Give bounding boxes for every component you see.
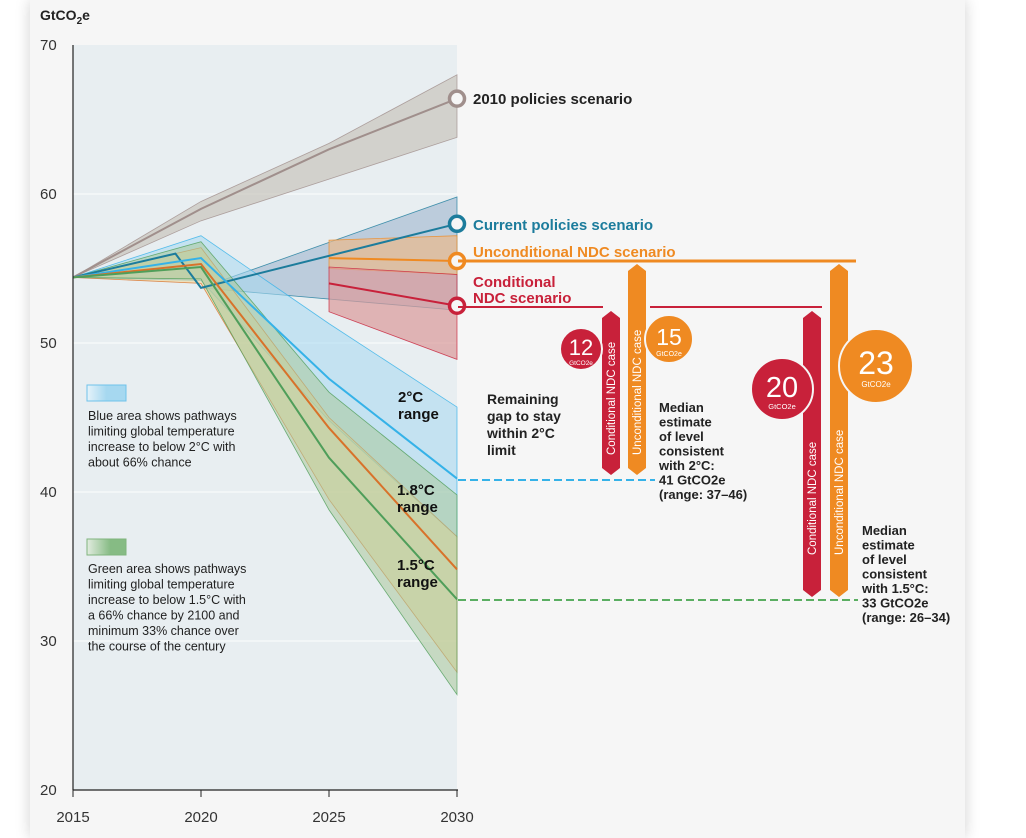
gap-bar-2c-conditional	[602, 311, 620, 475]
legend-swatch-blue	[86, 384, 127, 402]
two-c-median-note: with 2°C:	[658, 458, 715, 473]
two-c-median-note: estimate	[659, 415, 712, 430]
legend-swatch-green	[86, 538, 127, 556]
line-2-c-range	[72, 257, 458, 480]
legend-green-text: the course of the century	[88, 640, 226, 654]
y-tick-label: 60	[40, 186, 57, 203]
range-label: 1.8°C	[397, 482, 435, 499]
one-five-c-range: (range: 26–34)	[862, 610, 950, 625]
two-c-median-note: consistent	[659, 444, 725, 459]
gap-unit-15c-unconditional: GtCO2e	[861, 380, 891, 389]
band-conditional-ndc-scenario	[328, 266, 458, 360]
gap-value-2c-unconditional: 15	[656, 324, 682, 350]
legend-green-text: limiting global temperature	[88, 578, 235, 592]
label-2010-policies: 2010 policies scenario	[473, 91, 632, 108]
gap-bar-15c-unconditional-label: Unconditional NDC case	[834, 430, 846, 555]
gap-unit-2c-conditional: GtCO2e	[569, 360, 593, 367]
y-tick-label: 30	[40, 633, 57, 650]
line-conditional-ndc-scenario	[328, 282, 458, 307]
one-five-c-median-note: consistent	[862, 567, 928, 582]
label-current-policies: Current policies scenario	[473, 217, 653, 234]
x-tick-label: 2030	[440, 809, 473, 826]
two-c-median-value: 41 GtCO2e	[659, 473, 725, 488]
x-tick-label: 2025	[312, 809, 345, 826]
gap-value-15c-conditional: 20	[766, 372, 798, 404]
y-tick-label: 70	[40, 37, 57, 54]
legend-green-text: a 66% chance by 2100 and	[88, 609, 240, 623]
gap-circle-2c-unconditional	[644, 314, 694, 364]
legend-blue-text: increase to below 2°C with	[88, 440, 235, 454]
label-conditional-ndc-1: Conditional	[473, 274, 556, 291]
line-unconditional-ndc-scenario	[328, 257, 458, 263]
one-five-c-median-note: of level	[862, 552, 907, 567]
x-tick-label: 2020	[184, 809, 217, 826]
line-2010-policies-scenario	[72, 97, 458, 279]
y-axis-label: GtCO2e	[40, 7, 90, 27]
legend-blue-text: Blue area shows pathways	[88, 409, 237, 423]
band-1-5-c-range	[72, 241, 458, 696]
y-tick-label: 40	[40, 484, 57, 501]
gap-bar-2c-unconditional-label: Unconditional NDC case	[632, 330, 644, 455]
marker-conditional-ndc-scenario	[447, 296, 467, 315]
legend-green-text: Green area shows pathways	[88, 562, 246, 576]
two-c-range: (range: 37–46)	[659, 487, 747, 502]
remaining-gap-label: limit	[487, 442, 516, 458]
y-tick-label: 20	[40, 782, 57, 799]
gap-circle-15c-unconditional	[838, 328, 914, 404]
gap-value-15c-unconditional: 23	[858, 345, 894, 381]
one-five-c-median-value: 33 GtCO2e	[862, 596, 928, 611]
range-label: 2°C	[398, 389, 423, 406]
remaining-gap-label: within 2°C	[486, 425, 555, 441]
gap-bar-2c-conditional-label: Conditional NDC case	[606, 342, 618, 455]
remaining-gap-label: Remaining	[487, 391, 559, 407]
two-c-median-note: of level	[659, 429, 704, 444]
legend-blue-text: limiting global temperature	[88, 425, 235, 439]
label-unconditional-ndc: Unconditional NDC scenario	[473, 244, 676, 261]
gap-bar-2c-unconditional	[628, 264, 646, 475]
line-1-8-c-range	[72, 262, 458, 571]
one-five-c-median-note: Median	[862, 523, 907, 538]
line-1-5-c-range	[72, 265, 458, 600]
gap-unit-2c-unconditional: GtCO2e	[656, 351, 682, 358]
remaining-gap-label: gap to stay	[487, 408, 561, 424]
marker-current-policies-scenario	[447, 214, 467, 234]
two-c-median-note: Median	[659, 400, 704, 415]
range-label: range	[397, 499, 438, 516]
x-tick-label: 2015	[56, 809, 89, 826]
range-label: range	[397, 574, 438, 591]
legend-green-text: minimum 33% chance over	[88, 624, 239, 638]
gap-circle-2c-conditional	[559, 327, 603, 371]
one-five-c-median-note: estimate	[862, 538, 915, 553]
range-label: 1.5°C	[397, 557, 435, 574]
gap-unit-15c-conditional: GtCO2e	[768, 402, 796, 411]
gap-value-2c-conditional: 12	[569, 335, 593, 360]
legend-green-text: increase to below 1.5°C with	[88, 593, 246, 607]
marker-2010-policies-scenario	[447, 89, 467, 108]
gap-bar-15c-conditional-label: Conditional NDC case	[807, 442, 819, 555]
range-label: range	[398, 406, 439, 423]
gap-circle-15c-conditional	[750, 357, 814, 421]
y-tick-label: 50	[40, 335, 57, 352]
one-five-c-median-note: with 1.5°C:	[861, 581, 929, 596]
line-current-policies-scenario	[72, 222, 458, 290]
label-conditional-ndc-2: NDC scenario	[473, 290, 571, 307]
legend-blue-text: about 66% chance	[88, 456, 192, 470]
